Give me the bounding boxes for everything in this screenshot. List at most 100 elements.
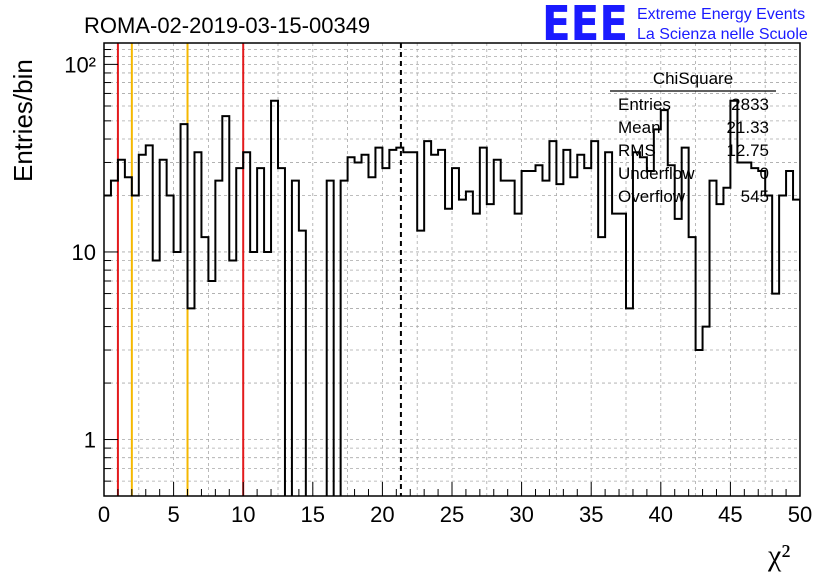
histogram-bin [710, 181, 717, 496]
logo-line-1: Extreme Energy Events [637, 6, 805, 23]
x-axis: 0 5 10 15 20 25 30 35 40 45 50 [98, 482, 812, 527]
y-tick-label: 10² [64, 52, 96, 77]
chart-title: ROMA-02-2019-03-15-00349 [84, 13, 370, 38]
histogram-bin [362, 155, 369, 496]
histogram-bin [424, 141, 431, 496]
histogram-bin [271, 101, 278, 496]
histogram-bin [229, 261, 236, 496]
histogram-bin [438, 150, 445, 496]
histogram-bin [208, 281, 215, 496]
histogram-bin [556, 184, 563, 496]
histogram-bin [515, 214, 522, 496]
histogram-bin [647, 171, 654, 496]
x-tick-label: 25 [440, 502, 464, 527]
histogram-bin [382, 168, 389, 496]
histogram-bin [146, 145, 153, 496]
y-tick-label: 1 [84, 428, 96, 453]
histogram-bin [459, 200, 466, 496]
histogram-bin [793, 200, 800, 496]
histogram-bin [410, 152, 417, 496]
stats-value: 12.75 [726, 141, 769, 160]
stats-value: 0 [760, 164, 769, 183]
y-axis-label: Entries/bin [8, 59, 38, 182]
stats-label: Entries [618, 95, 671, 114]
histogram-bin [779, 195, 786, 496]
histogram-bin [716, 204, 723, 496]
stats-label: RMS [618, 141, 656, 160]
histogram-bin [689, 237, 696, 496]
histogram-bin [104, 195, 111, 496]
histogram-bin [292, 181, 299, 496]
stats-label: Underflow [618, 164, 695, 183]
histogram-bin [501, 181, 508, 496]
histogram-bin [257, 168, 264, 496]
histogram-bin [188, 308, 195, 496]
histogram-bin [772, 294, 779, 496]
histogram-bin [153, 261, 160, 496]
histogram-bin [243, 152, 250, 496]
y-axis: 1 10 10² [64, 42, 118, 497]
histogram-bin [577, 155, 584, 496]
histogram-bin [668, 165, 675, 496]
x-tick-label: 10 [231, 502, 255, 527]
stats-label: Overflow [618, 187, 686, 206]
histogram-bin [403, 152, 410, 496]
histogram-bin [132, 195, 139, 496]
histogram-bin [299, 231, 306, 496]
histogram-bin [473, 214, 480, 496]
x-tick-label: 30 [509, 502, 533, 527]
histogram-bin [821, 195, 828, 496]
histogram-bin [327, 181, 334, 496]
stats-value: 545 [741, 187, 769, 206]
histogram-bin [452, 168, 459, 496]
stats-title: ChiSquare [653, 69, 733, 88]
histogram-bin [181, 124, 188, 496]
histogram-bin [570, 177, 577, 496]
histogram-bin [765, 195, 772, 496]
x-axis-label: χ² [767, 539, 790, 572]
histogram-bin [696, 350, 703, 496]
histogram-bin [236, 168, 243, 496]
histogram-bin [626, 308, 633, 496]
histogram-bin [723, 188, 730, 496]
x-tick-label: 15 [301, 502, 325, 527]
histogram-bin [174, 252, 181, 496]
histogram-bin [278, 168, 285, 496]
x-tick-label: 50 [788, 502, 812, 527]
histogram-bin [612, 214, 619, 496]
histogram-bin [619, 214, 626, 496]
histogram-bin [703, 327, 710, 496]
histogram-bin [417, 231, 424, 496]
histogram-bin [814, 152, 821, 496]
histogram-bin [194, 152, 201, 496]
histogram-bin [737, 162, 744, 496]
histogram-bin [563, 150, 570, 496]
histogram-bin [529, 171, 536, 496]
histogram-bin [786, 171, 793, 496]
histogram-bin [758, 171, 765, 496]
stats-value: 2833 [731, 95, 769, 114]
x-tick-label: 5 [167, 502, 179, 527]
histogram-bin [125, 177, 132, 496]
x-tick-label: 40 [649, 502, 673, 527]
histogram-bin [584, 168, 591, 496]
eee-logo: EEE [542, 0, 628, 52]
histogram-bin [675, 219, 682, 496]
histogram-bin [480, 148, 487, 496]
logo-line-2: La Scienza nelle Scuole [637, 26, 808, 43]
histogram-bin [389, 150, 396, 496]
histogram-bin [396, 148, 403, 496]
histogram-bin [250, 252, 257, 496]
histogram-bin [215, 181, 222, 496]
histogram-bin [111, 181, 118, 496]
histogram-bin [598, 237, 605, 496]
y-tick-label: 10 [72, 240, 96, 265]
histogram-bin [751, 168, 758, 496]
histogram-bin [445, 209, 452, 496]
histogram-bin [466, 192, 473, 496]
histogram-bin [654, 129, 661, 496]
histogram-bin [355, 162, 362, 496]
histogram-bin [375, 148, 382, 496]
